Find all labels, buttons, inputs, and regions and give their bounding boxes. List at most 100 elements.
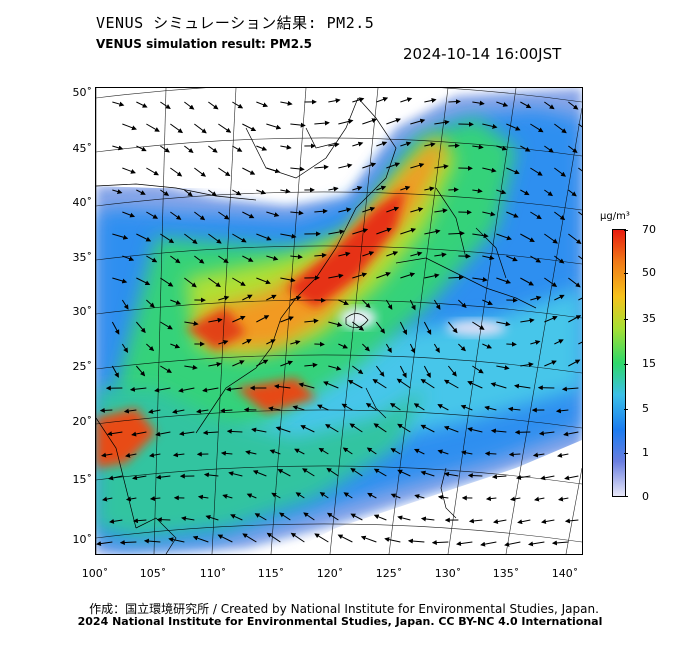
wind-arrow (208, 233, 222, 244)
wind-arrow (194, 167, 206, 177)
wind-arrow (467, 381, 483, 389)
wind-arrow (520, 277, 534, 286)
wind-arrow (275, 426, 291, 433)
wind-arrow (506, 123, 521, 131)
wind-arrow (280, 277, 296, 283)
wind-arrow (443, 425, 459, 433)
wind-arrow (410, 162, 425, 169)
colorbar-mark (624, 409, 628, 410)
wind-arrow (155, 474, 171, 480)
wind-arrow (328, 229, 345, 235)
wind-arrow (568, 315, 582, 323)
wind-arrow (266, 123, 282, 130)
wind-arrow (208, 317, 223, 323)
wind-arrow (554, 167, 567, 177)
wind-arrow (154, 387, 171, 393)
wind-arrow (135, 321, 146, 334)
wind-arrow (578, 341, 582, 345)
wind-arrow (300, 425, 315, 433)
wind-arrow (467, 473, 483, 479)
wind-arrow (437, 449, 449, 455)
wind-arrow (520, 362, 534, 368)
colorbar-tick-5: 5 (642, 402, 649, 415)
wind-arrow (424, 229, 441, 235)
wind-arrow (409, 343, 416, 354)
wind-arrow (337, 534, 353, 543)
wind-arrow (252, 470, 267, 477)
wind-arrow (568, 145, 578, 154)
wind-arrow (135, 365, 146, 377)
wind-arrow (385, 343, 392, 354)
wind-arrow (111, 365, 119, 378)
wind-arrow (304, 318, 319, 324)
wind-arrow (482, 343, 493, 349)
wind-arrow (568, 277, 581, 288)
wind-arrow (338, 299, 349, 305)
wind-arrows (96, 97, 582, 547)
wind-arrow (136, 145, 147, 152)
colorbar-mark (624, 230, 628, 231)
wind-arrow (184, 189, 193, 197)
wind-arrow (280, 360, 294, 367)
wind-arrow (218, 255, 229, 264)
wind-arrow (399, 321, 407, 335)
colorbar-tick-50: 50 (642, 266, 656, 279)
wind-arrow (431, 540, 449, 546)
wind-arrow (410, 118, 426, 125)
wind-arrow (410, 251, 423, 257)
wind-arrow (184, 364, 198, 370)
colorbar-tick-1: 1 (642, 446, 649, 459)
wind-arrow (384, 537, 401, 543)
wind-arrow (496, 321, 511, 327)
wind-arrow (493, 519, 507, 524)
wind-arrow (251, 427, 267, 433)
wind-arrow (208, 277, 221, 288)
wind-arrow (160, 233, 175, 244)
wind-arrow (338, 343, 349, 349)
wind-arrow (386, 251, 399, 257)
wind-arrow (532, 452, 545, 458)
lat-label-25: 25˚ (72, 360, 93, 373)
wind-arrow (256, 315, 270, 323)
wind-arrow (123, 408, 137, 414)
wind-arrow (112, 145, 124, 151)
wind-arrow (563, 431, 579, 437)
wind-arrow (242, 255, 254, 262)
wind-arrow (484, 405, 497, 411)
wind-arrow (458, 343, 466, 352)
wind-arrow (232, 360, 245, 367)
wind-arrow (520, 101, 532, 109)
wind-arrow (496, 365, 510, 371)
wind-arrow (516, 475, 531, 480)
wind-arrow (290, 295, 302, 301)
wind-arrow (109, 518, 123, 524)
wind-arrow (242, 211, 255, 219)
wind-arrow (290, 532, 305, 543)
lat-label-45: 45˚ (72, 142, 93, 155)
wind-arrow (242, 533, 257, 543)
wind-arrow (397, 515, 411, 521)
wind-arrow (242, 294, 253, 301)
wind-arrow (314, 297, 326, 303)
wind-arrow (568, 189, 577, 197)
wind-arrow (490, 428, 507, 434)
wind-arrow (328, 186, 339, 192)
wind-arrow (242, 167, 256, 175)
wind-arrow (424, 186, 435, 192)
wind-arrow (544, 360, 557, 367)
wind-arrow (491, 474, 507, 480)
wind-arrow (423, 321, 432, 335)
wind-arrow (280, 188, 291, 194)
map-canvas (96, 88, 582, 554)
wind-arrow (280, 233, 297, 239)
wind-arrow (472, 100, 485, 106)
wind-arrow (530, 340, 541, 345)
wind-arrow (218, 339, 229, 345)
wind-arrow (400, 97, 413, 103)
wind-arrow (414, 494, 425, 499)
wind-arrow (437, 404, 449, 411)
wind-arrow (482, 299, 493, 305)
wind-arrow (520, 318, 535, 323)
wind-arrow (372, 379, 387, 389)
wind-arrow (484, 451, 497, 457)
